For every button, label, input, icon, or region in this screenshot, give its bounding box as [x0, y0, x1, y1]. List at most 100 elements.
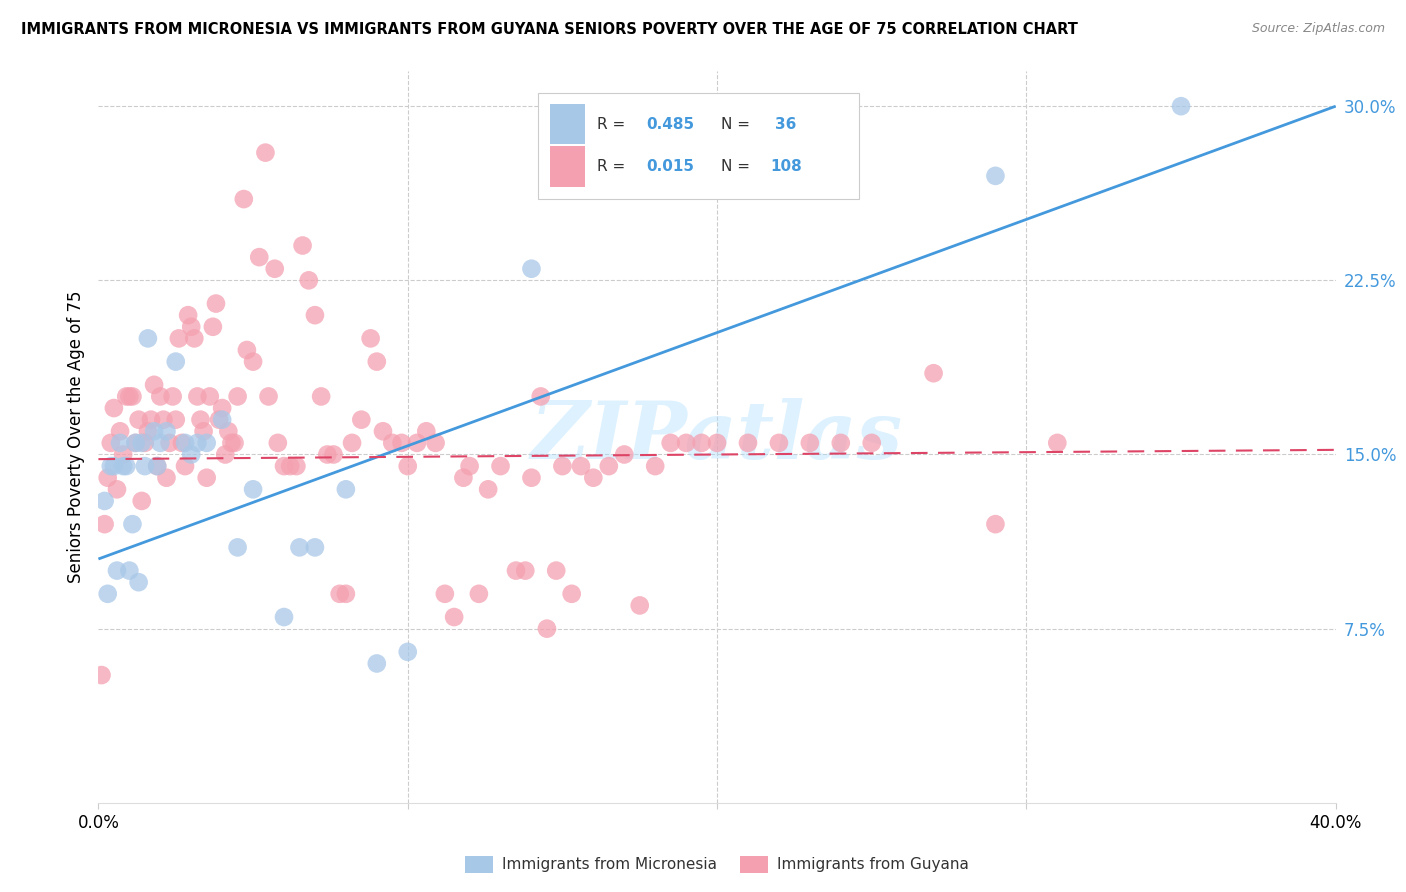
- Point: [121, 389, 143, 403]
- FancyBboxPatch shape: [537, 94, 859, 200]
- Point: [149, 389, 172, 403]
- Point: [108, 424, 131, 438]
- Point: [146, 459, 169, 474]
- Point: [190, 412, 212, 426]
- Point: [396, 645, 419, 659]
- Point: [195, 436, 218, 450]
- Point: [468, 587, 491, 601]
- Point: [108, 436, 131, 450]
- Point: [360, 331, 382, 345]
- Point: [214, 448, 236, 462]
- Point: [242, 354, 264, 368]
- Point: [183, 331, 205, 345]
- Point: [242, 483, 264, 497]
- Point: [799, 436, 821, 450]
- Point: [167, 331, 190, 345]
- Point: [146, 459, 169, 474]
- Point: [489, 459, 512, 474]
- Point: [155, 471, 177, 485]
- Point: [340, 436, 363, 450]
- Text: IMMIGRANTS FROM MICRONESIA VS IMMIGRANTS FROM GUYANA SENIORS POVERTY OVER THE AG: IMMIGRANTS FROM MICRONESIA VS IMMIGRANTS…: [21, 22, 1078, 37]
- Point: [582, 471, 605, 485]
- Point: [174, 436, 197, 450]
- Point: [551, 459, 574, 474]
- Point: [329, 587, 352, 601]
- Point: [322, 448, 344, 462]
- Point: [198, 389, 221, 403]
- Point: [165, 412, 187, 426]
- Point: [706, 436, 728, 450]
- Point: [180, 319, 202, 334]
- Point: [1046, 436, 1069, 450]
- Point: [112, 459, 135, 474]
- Point: [263, 261, 285, 276]
- Point: [177, 308, 200, 322]
- Point: [396, 459, 419, 474]
- Point: [273, 610, 295, 624]
- Point: [115, 459, 138, 474]
- Point: [381, 436, 404, 450]
- Point: [131, 494, 153, 508]
- Point: [316, 448, 339, 462]
- Text: N =: N =: [721, 159, 749, 174]
- Point: [139, 412, 162, 426]
- Point: [288, 541, 311, 555]
- Point: [162, 389, 184, 403]
- Point: [546, 564, 568, 578]
- Point: [143, 377, 166, 392]
- Point: [569, 459, 592, 474]
- Point: [768, 436, 790, 450]
- Point: [186, 389, 208, 403]
- Point: [152, 412, 174, 426]
- Point: [613, 448, 636, 462]
- Point: [115, 389, 138, 403]
- Point: [208, 412, 231, 426]
- Text: 0.485: 0.485: [647, 117, 695, 131]
- Text: 108: 108: [770, 159, 801, 174]
- Point: [100, 459, 122, 474]
- Point: [366, 354, 388, 368]
- Point: [350, 412, 373, 426]
- Point: [232, 192, 254, 206]
- Point: [170, 436, 193, 450]
- Point: [211, 401, 233, 415]
- Point: [100, 436, 122, 450]
- Point: [371, 424, 394, 438]
- Bar: [550, 146, 585, 186]
- Point: [97, 471, 120, 485]
- Point: [124, 436, 146, 450]
- Point: [143, 424, 166, 438]
- Point: [128, 412, 150, 426]
- Point: [186, 436, 208, 450]
- Point: [415, 424, 437, 438]
- Text: R =: R =: [598, 117, 630, 131]
- Point: [105, 564, 128, 578]
- Point: [278, 459, 301, 474]
- Point: [598, 459, 620, 474]
- Point: [675, 436, 697, 450]
- Point: [659, 436, 682, 450]
- Legend: Immigrants from Micronesia, Immigrants from Guyana: Immigrants from Micronesia, Immigrants f…: [460, 849, 974, 880]
- Point: [195, 471, 218, 485]
- Point: [205, 296, 228, 310]
- Point: [391, 436, 413, 450]
- Point: [304, 308, 326, 322]
- Point: [291, 238, 314, 252]
- Text: Source: ZipAtlas.com: Source: ZipAtlas.com: [1251, 22, 1385, 36]
- Point: [134, 459, 156, 474]
- Point: [217, 424, 239, 438]
- Point: [406, 436, 429, 450]
- Point: [257, 389, 280, 403]
- Point: [520, 471, 543, 485]
- Point: [690, 436, 713, 450]
- Point: [628, 599, 651, 613]
- Point: [453, 471, 475, 485]
- Point: [443, 610, 465, 624]
- Point: [112, 448, 135, 462]
- Point: [221, 436, 243, 450]
- Point: [121, 517, 143, 532]
- Point: [174, 459, 197, 474]
- Point: [298, 273, 321, 287]
- Point: [433, 587, 456, 601]
- Point: [236, 343, 259, 357]
